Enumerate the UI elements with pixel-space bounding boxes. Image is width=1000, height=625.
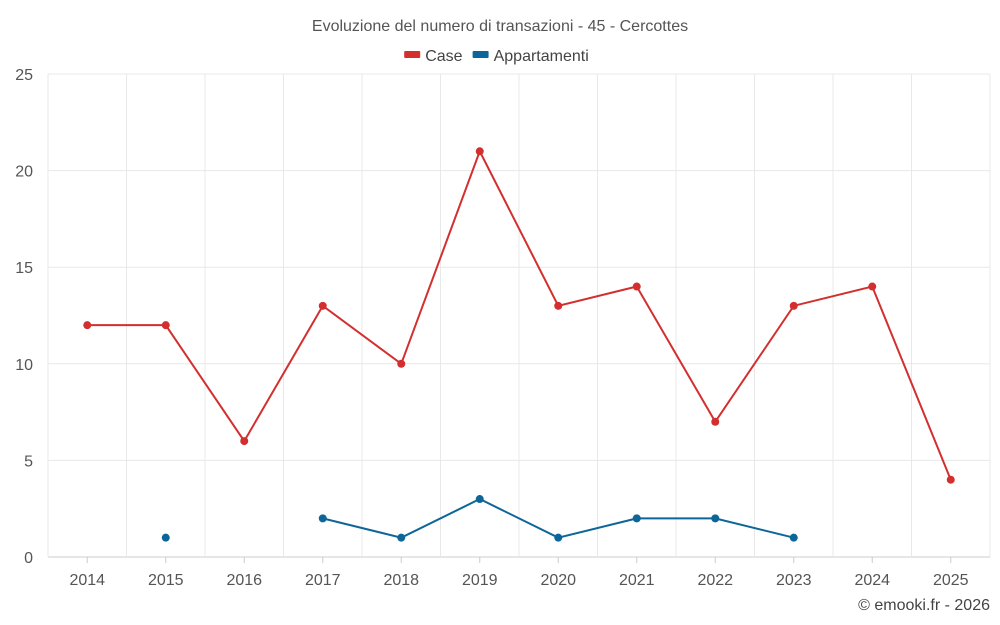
data-point [475, 147, 484, 156]
data-point [554, 301, 563, 310]
x-tick-label: 2019 [462, 572, 498, 589]
data-point [397, 533, 406, 542]
x-tick-label: 2023 [776, 572, 812, 589]
data-point [868, 282, 877, 291]
x-tick-label: 2020 [540, 572, 576, 589]
data-point [632, 282, 641, 291]
data-point [711, 417, 720, 426]
legend-swatch [404, 51, 421, 58]
legend-item[interactable]: Appartamenti [472, 48, 589, 65]
y-tick-label: 15 [15, 260, 33, 277]
series-1 [161, 495, 798, 542]
data-point [789, 301, 798, 310]
data-point [318, 514, 327, 523]
series-0 [83, 147, 955, 484]
data-point [789, 533, 798, 542]
legend: Case Appartamenti [404, 48, 589, 65]
data-point [161, 321, 170, 330]
x-tick-label: 2015 [148, 572, 184, 589]
y-axis: 0 5 10 15 20 25 [15, 67, 33, 567]
series-line [87, 148, 952, 481]
x-tick-label: 2025 [933, 572, 969, 589]
x-tick-label: 2014 [69, 572, 105, 589]
data-point [554, 533, 563, 542]
data-point [632, 514, 641, 523]
x-tick-label: 2016 [226, 572, 262, 589]
data-point [318, 301, 327, 310]
x-tick-label: 2022 [697, 572, 733, 589]
data-point [83, 321, 92, 330]
credit-text: © emooki.fr - 2026 [858, 597, 990, 614]
x-tick-label: 2021 [619, 572, 655, 589]
data-point [475, 495, 484, 504]
y-tick-label: 10 [15, 357, 33, 374]
data-point [240, 437, 249, 446]
grid [47, 73, 991, 558]
x-tick-label: 2024 [854, 572, 890, 589]
legend-item[interactable]: Case [404, 48, 463, 65]
y-tick-label: 0 [24, 550, 33, 567]
data-point [711, 514, 720, 523]
chart-title: Evoluzione del numero di transazioni - 4… [312, 18, 688, 35]
data-point [946, 475, 955, 484]
legend-label: Case [425, 48, 462, 65]
y-tick-label: 20 [15, 164, 33, 181]
series-group [83, 147, 955, 542]
y-tick-label: 25 [15, 67, 33, 84]
series-line [322, 497, 794, 539]
x-axis: 2014 2015 2016 2017 2018 2019 2020 2021 2022 2023… [69, 557, 969, 589]
x-tick-label: 2017 [305, 572, 341, 589]
data-point [161, 533, 170, 542]
legend-swatch [472, 51, 489, 58]
y-tick-label: 5 [24, 453, 33, 470]
data-point [397, 359, 406, 368]
x-tick-label: 2018 [383, 572, 419, 589]
legend-label: Appartamenti [494, 48, 589, 65]
